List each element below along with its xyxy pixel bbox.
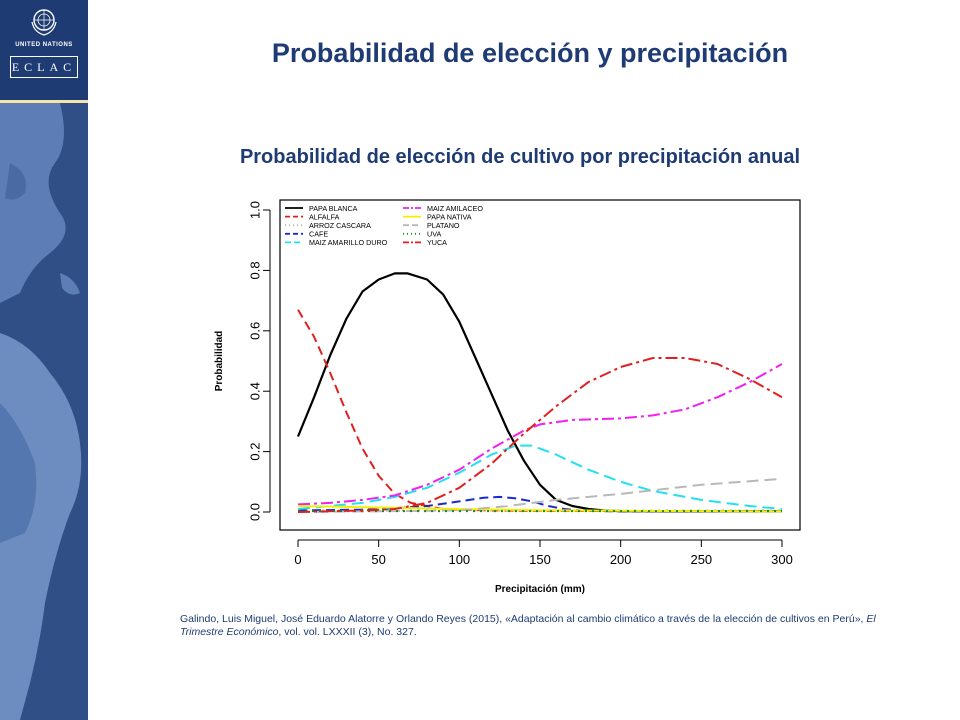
page-title: Probabilidad de elección y precipitación (271, 38, 789, 68)
series-line-7 (297, 477, 783, 513)
legend-label-6: PAPA NATIVA (427, 212, 472, 221)
eclac-logo: UNITED NATIONS ECLAC (0, 0, 88, 103)
eclac-wordmark: ECLAC (10, 56, 78, 78)
legend-label-0: PAPA BLANCA (309, 204, 358, 213)
series-line-6 (297, 505, 783, 513)
legend-label-2: ARROZ CASCARA (309, 221, 371, 230)
plot-frame (279, 199, 801, 531)
x-tick-label: 200 (610, 552, 632, 567)
x-tick-label: 0 (294, 552, 301, 567)
legend-label-9: YUCA (427, 238, 447, 247)
y-tick-label: 0.2 (247, 443, 262, 461)
americas-map-image (0, 103, 82, 720)
chart-subtitle: Probabilidad de elección de cultivo por … (239, 146, 801, 168)
x-axis-label: Precipitación (mm) (495, 584, 585, 595)
un-emblem-icon (31, 9, 57, 36)
x-tick-label: 50 (371, 552, 385, 567)
x-tick-label: 300 (771, 552, 793, 567)
legend-label-7: PLATANO (427, 221, 460, 230)
series-line-9 (297, 357, 783, 513)
y-tick-label: 0.6 (247, 322, 262, 340)
probability-chart: 0 50 100 150 200 250 300 0.0 0.2 0.4 0.6 0.8 1.0 Prec… (214, 199, 801, 595)
citation-journal: El Trimestre Económico (180, 613, 876, 638)
y-tick-label: 1.0 (247, 201, 262, 219)
citation-text-part1: Galindo, Luis Miguel, José Eduardo Alato… (180, 613, 867, 625)
y-tick-label: 0.0 (247, 503, 262, 521)
citation-text-part2: , vol. vol. LXXXII (3), No. 327. (278, 626, 417, 638)
series-line-5 (297, 363, 783, 506)
citation: Galindo, Luis Miguel, José Eduardo Alato… (180, 613, 880, 639)
legend-label-8: UVA (427, 230, 441, 239)
series-line-4 (297, 444, 783, 510)
sidebar: UNITED NATIONS ECLAC (0, 0, 88, 720)
x-tick-label: 150 (529, 552, 551, 567)
y-axis-label: Probabilidad (214, 331, 225, 392)
un-text: UNITED NATIONS (15, 42, 73, 48)
legend-label-3: CAFE (309, 230, 328, 239)
series-line-0 (296, 272, 782, 513)
legend-label-4: MAIZ AMARILLO DURO (309, 238, 388, 247)
x-tick-label: 100 (448, 552, 470, 567)
legend-label-1: ALFALFA (309, 212, 340, 221)
y-tick-label: 0.8 (247, 261, 262, 279)
x-tick-label: 250 (690, 552, 712, 567)
legend-label-5: MAIZ AMILACEO (427, 204, 483, 213)
series-line-1 (297, 309, 782, 513)
y-tick-label: 0.4 (247, 382, 262, 400)
chart-container: 0 50 100 150 200 250 300 0.0 0.2 0.4 0.6 0.8 1.0 Prec… (200, 190, 820, 600)
